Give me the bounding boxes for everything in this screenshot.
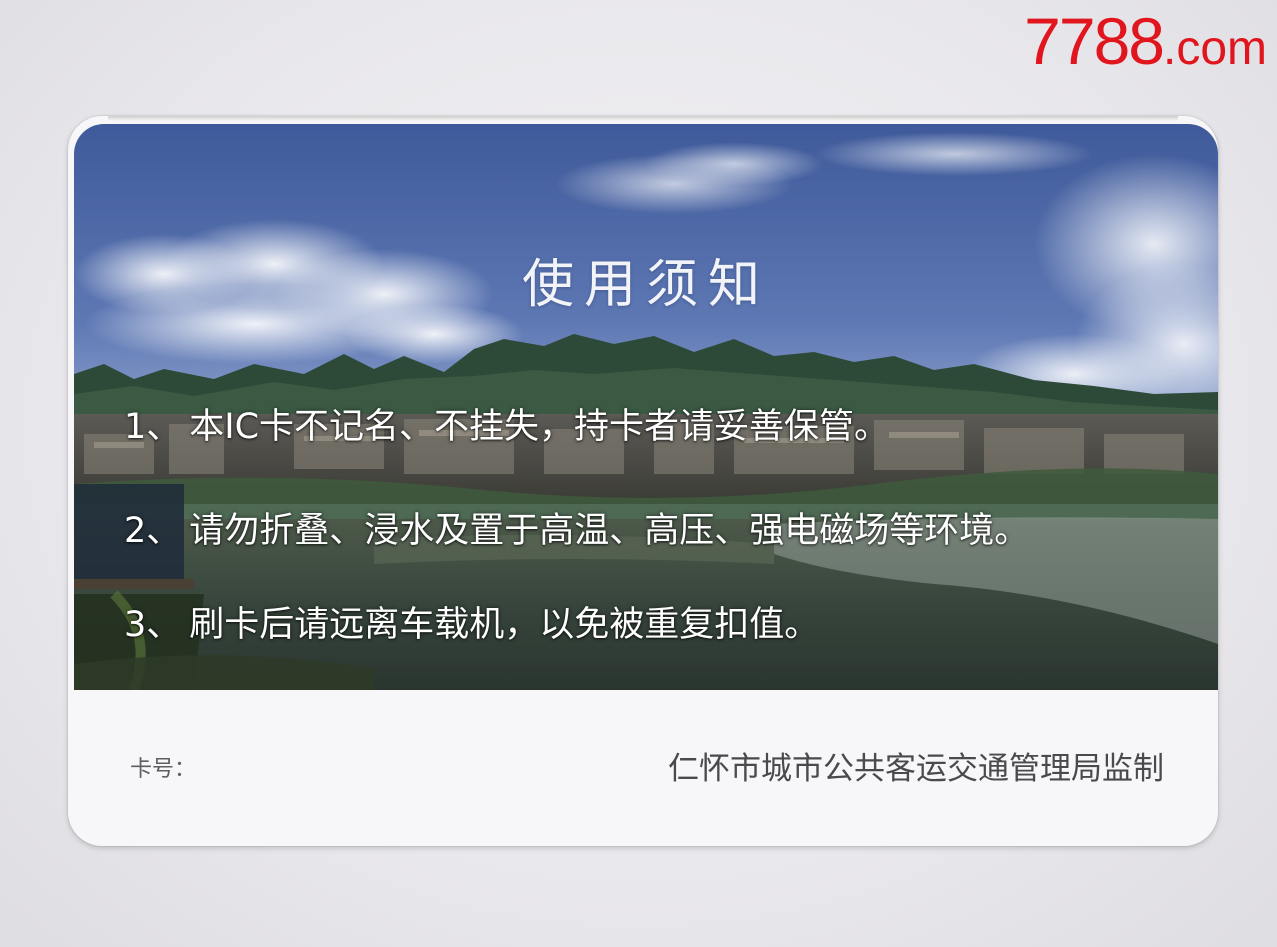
city-landscape-photo: 使用须知 1、 本IC卡不记名、不挂失，持卡者请妥善保管。 2、 请勿折叠、浸水及置… [74, 124, 1218, 690]
site-watermark-logo: 7788.com [1024, 6, 1267, 76]
watermark-number: 7788 [1024, 4, 1165, 78]
rule-number: 3、 [124, 605, 182, 645]
notice-title: 使用须知 [521, 255, 770, 315]
rule-item: 3、 刷卡后请远离车载机，以免被重复扣值。 [124, 596, 819, 647]
card-number-label: 卡号： [130, 757, 197, 782]
card-edge-shadow [108, 116, 1178, 121]
town-buildings [84, 419, 1184, 474]
rule-text: 请勿折叠、浸水及置于高温、高压、强电磁场等环境。 [189, 511, 1030, 551]
rule-text: 刷卡后请远离车载机，以免被重复扣值。 [189, 605, 820, 645]
watermark-domain: .com [1162, 22, 1267, 75]
issuer-text: 仁怀市城市公共客运交通管理局监制 [668, 751, 1164, 787]
rule-text: 本IC卡不记名、不挂失，持卡者请妥善保管。 [189, 407, 890, 447]
rule-number: 2、 [124, 511, 182, 551]
rule-number: 1、 [124, 407, 182, 447]
rule-item: 1、 本IC卡不记名、不挂失，持卡者请妥善保管。 [124, 398, 889, 449]
cloud-top [554, 132, 1094, 214]
transit-ic-card: 使用须知 1、 本IC卡不记名、不挂失，持卡者请妥善保管。 2、 请勿折叠、浸水及置… [68, 116, 1218, 846]
cloud-left [74, 219, 524, 364]
landscape-illustration [74, 124, 1218, 690]
rule-item: 2、 请勿折叠、浸水及置于高温、高压、强电磁场等环境。 [124, 502, 1029, 553]
